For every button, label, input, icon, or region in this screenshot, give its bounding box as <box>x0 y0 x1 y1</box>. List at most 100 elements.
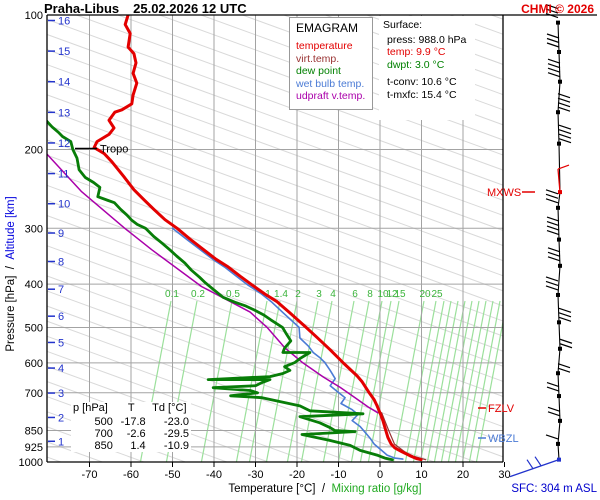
cell-td-700: -29.5 <box>163 428 189 440</box>
wind-barb-flag <box>557 363 571 369</box>
temperature-tick-label: 20 <box>457 469 469 481</box>
altitude-tick-label: 1 <box>58 436 64 448</box>
dry-adiabat-line <box>47 184 503 352</box>
mixing-ratio-line <box>367 300 400 462</box>
wind-barb-flag <box>547 247 561 253</box>
wind-barb-flag <box>558 133 572 139</box>
col-pressure: p [hPa] <box>73 402 108 414</box>
wind-barb-flag <box>558 316 572 322</box>
wind-barb-flag <box>545 280 559 287</box>
mixing-ratio-line <box>200 300 233 462</box>
mixing-ratio-value-label: 2 <box>295 289 301 300</box>
wind-barb-flag <box>547 256 561 262</box>
wind-barb-flag <box>557 97 571 103</box>
surface-info-box: Surface: press: 988.0 hPa temp: 9.9 °C d… <box>379 16 475 120</box>
page-title: Praha-Libus 25.02.2026 12 UTC <box>44 1 247 16</box>
wind-barb-flag <box>547 406 561 412</box>
dry-adiabat-line <box>47 381 269 462</box>
wind-barb-flag <box>547 58 561 64</box>
legend-item-wet-bulb: wet bulb temp. <box>296 77 365 90</box>
wind-barb-flag <box>546 381 560 388</box>
legend-item-dew-point: dew point <box>296 65 341 77</box>
fzlv-label: FZLV <box>488 403 515 415</box>
cell-p-500: 500 <box>94 416 113 428</box>
dry-adiabat-line <box>47 154 503 322</box>
dry-adiabat-line <box>47 245 503 413</box>
surface-title: Surface: <box>383 19 423 31</box>
x-axis-mixing-label: Mixing ratio [g/kg] <box>331 483 422 495</box>
table-header-row: p [hPa] T Td [°C] <box>71 402 191 416</box>
altitude-tick-label: 5 <box>58 337 64 349</box>
wind-barb-flag <box>545 4 559 10</box>
wind-barb-flag <box>558 307 572 313</box>
dry-adiabat-line <box>47 79 503 247</box>
altitude-tick-label: 12 <box>58 138 70 150</box>
wind-barb-flag <box>557 102 571 108</box>
mixing-ratio-value-label: 8 <box>367 289 373 300</box>
max-wind-barb-staff <box>557 169 561 193</box>
temperature-tick-label: 30 <box>498 469 510 481</box>
y-axis-title: Pressure [hPa] / Altitude [km] <box>5 196 17 352</box>
surface-tmxfc: t-mxfc: 15.4 °C <box>387 88 457 101</box>
wind-barb-flag <box>545 193 559 199</box>
wind-barb-base-marker <box>556 20 560 25</box>
altitude-tick-label: 11 <box>58 169 69 181</box>
wind-barb-base-marker <box>557 141 561 146</box>
temperature-tick-label: -60 <box>123 469 139 481</box>
dry-adiabat-line <box>47 124 503 292</box>
altitude-tick-label: 15 <box>58 46 70 58</box>
wind-barb-flag <box>526 459 534 469</box>
mixing-ratio-value-label: 25 <box>431 289 443 300</box>
wind-barb-flag <box>545 8 559 14</box>
cell-t-850: 1.4 <box>130 440 146 452</box>
dry-adiabat-line <box>47 199 503 367</box>
dry-adiabat-line <box>47 290 503 458</box>
wind-barb-base-marker <box>558 346 562 351</box>
dry-adiabat-line <box>47 94 503 262</box>
wind-barb-flag <box>557 93 571 99</box>
wind-barb-base-marker <box>558 263 562 268</box>
wind-barb-flag <box>546 37 560 44</box>
wind-barb-base-marker <box>558 418 562 423</box>
temperature-tick-label: -40 <box>206 469 222 481</box>
cell-t-500: -17.8 <box>120 416 146 428</box>
mixing-ratio-value-label: 0.1 <box>165 289 179 300</box>
dry-adiabat-line <box>47 275 503 443</box>
surface-temp: temp: 9.9 °C <box>387 46 446 58</box>
wind-barb-staff <box>509 459 560 478</box>
station-name: Praha-Libus <box>44 1 120 16</box>
legend-box: EMAGRAM temperature virt.temp. dew point… <box>289 17 373 110</box>
copyright-label: CHMI © 2026 <box>521 2 594 16</box>
pressure-tick-label: 500 <box>25 322 43 334</box>
wind-barb-flag <box>547 72 561 78</box>
dry-adiabat-line <box>47 426 144 462</box>
wind-barb-flag <box>546 225 560 231</box>
mxws-label: MXWS <box>487 187 521 199</box>
y-axis-altitude-label: Altitude [km] <box>5 196 17 260</box>
station-elevation-label: SFC: 304 m ASL <box>511 483 597 495</box>
wet-bulb-curve <box>171 227 404 460</box>
wind-barb-flag <box>545 13 559 19</box>
wind-barb-flag <box>559 343 573 349</box>
wind-barb-flag <box>558 312 572 318</box>
table-row: 850 1.4 -10.9 <box>71 440 191 452</box>
altitude-tick-label: 9 <box>58 228 64 240</box>
cell-td-500: -23.0 <box>163 416 189 428</box>
wind-barb-flag <box>546 386 560 392</box>
pressure-tick-label: 700 <box>25 388 43 400</box>
dry-adiabat-line <box>47 260 503 428</box>
temperature-tick-label: -70 <box>82 469 98 481</box>
dew-point-curve <box>47 119 394 462</box>
dry-adiabat-line <box>47 365 310 462</box>
wind-barb-base-marker <box>556 110 560 115</box>
max-wind-point <box>558 190 562 194</box>
surface-pressure: press: 988.0 hPa <box>387 33 467 46</box>
wind-barb-flag <box>557 367 571 373</box>
dry-adiabat-line <box>47 350 352 462</box>
wind-barb-flag <box>559 338 573 344</box>
wind-barb-flag <box>547 67 561 73</box>
temperature-tick-label: -10 <box>331 469 347 481</box>
dry-adiabat-line <box>47 139 503 307</box>
surface-dewpoint: dwpt: 3.0 °C <box>387 58 445 71</box>
temperature-tick-label: -30 <box>248 469 264 481</box>
